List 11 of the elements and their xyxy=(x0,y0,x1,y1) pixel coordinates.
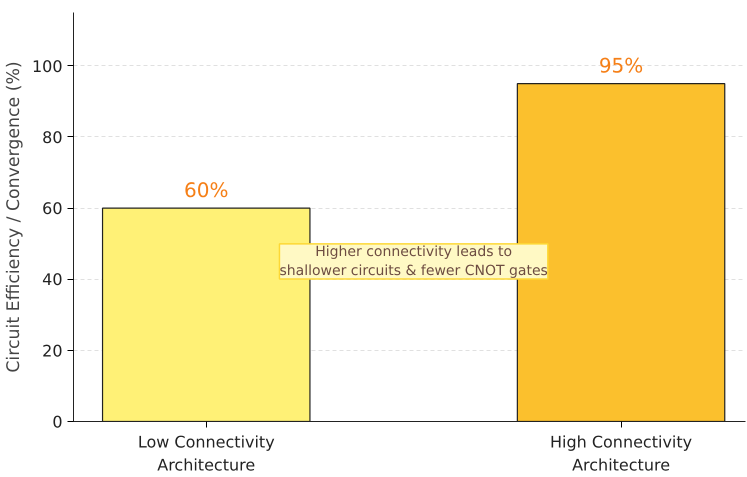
y-axis-title: Circuit Efficiency / Convergence (%) xyxy=(4,61,24,373)
y-tick-label: 0 xyxy=(52,412,63,432)
y-tick-label: 100 xyxy=(32,56,63,76)
y-tick-label: 60 xyxy=(42,199,62,218)
x-tick-label: Low Connectivity Architecture xyxy=(138,432,275,474)
x-tick-label: High Connectivity Architecture xyxy=(550,432,692,474)
data-label: 95% xyxy=(598,54,644,78)
y-tick-label: 20 xyxy=(42,341,62,360)
data-label: 60% xyxy=(184,178,228,202)
y-tick-label: 40 xyxy=(42,270,62,290)
y-tick-label: 80 xyxy=(42,128,62,147)
